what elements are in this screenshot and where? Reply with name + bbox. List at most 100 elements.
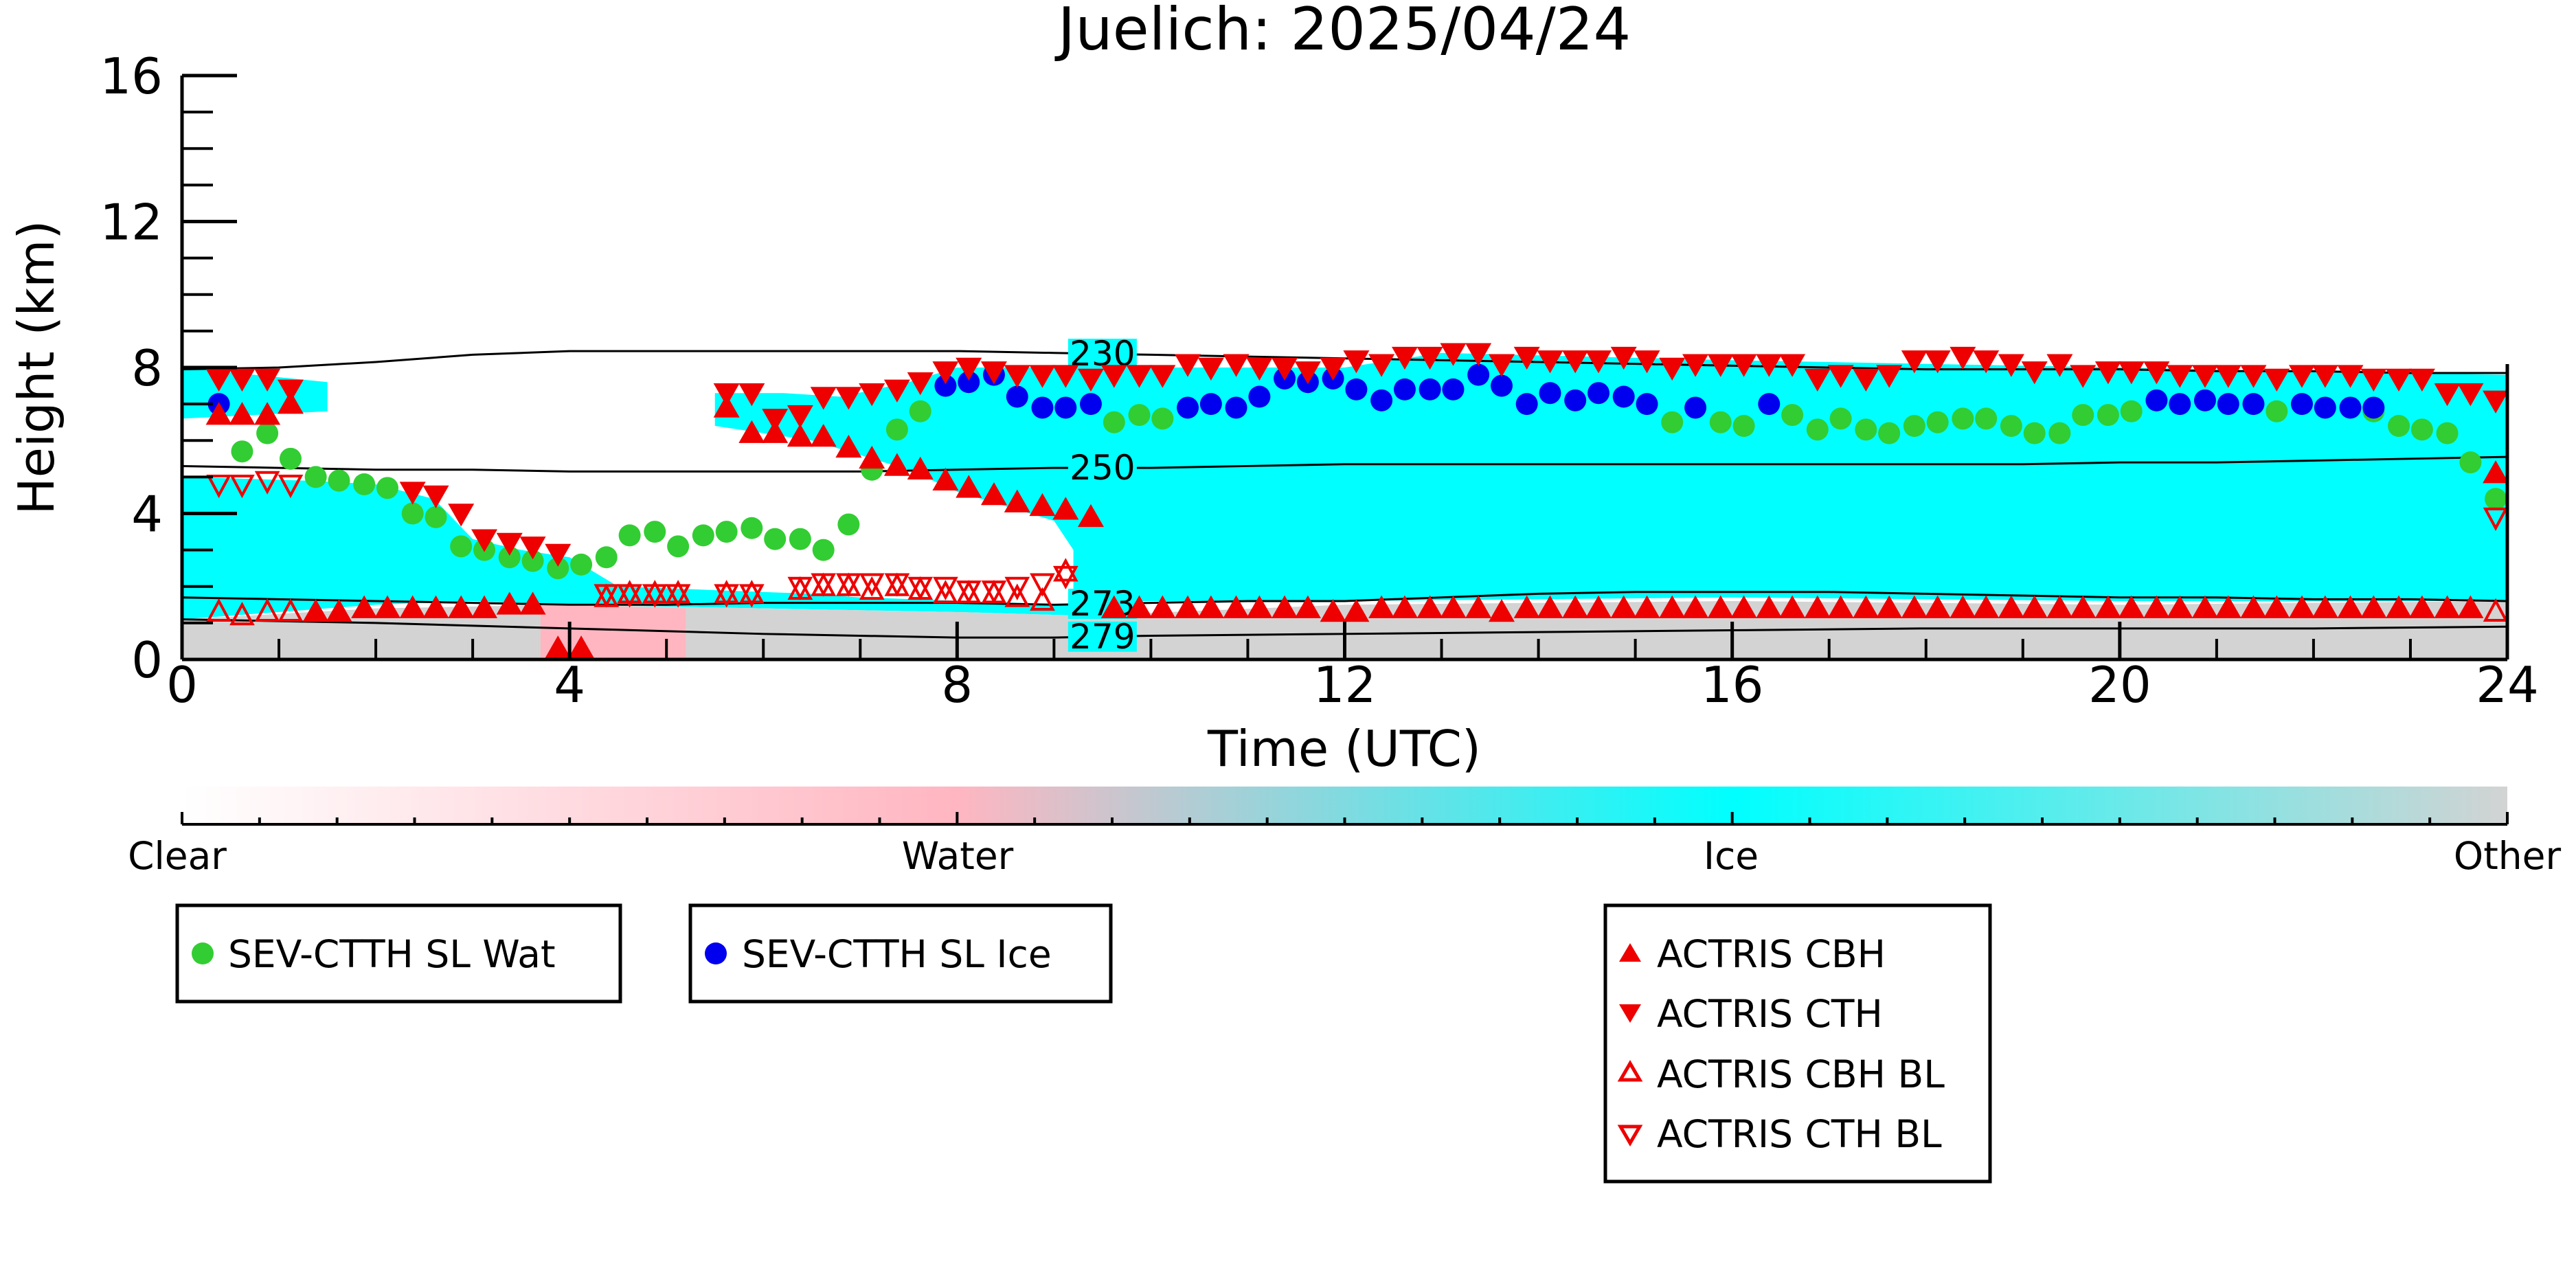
data-point bbox=[2046, 595, 2073, 618]
colorbar-label-ice: Ice bbox=[1704, 834, 1759, 878]
data-point bbox=[1100, 595, 1127, 618]
data-point bbox=[884, 573, 910, 597]
data-point bbox=[256, 422, 279, 444]
data-point bbox=[1682, 354, 1709, 377]
data-point bbox=[1562, 350, 1589, 374]
data-point bbox=[1515, 393, 1538, 416]
data-point bbox=[2118, 361, 2145, 385]
data-point bbox=[812, 539, 835, 561]
data-point bbox=[789, 528, 811, 550]
data-point bbox=[1876, 365, 1903, 388]
data-point bbox=[715, 521, 738, 543]
data-point bbox=[2167, 365, 2193, 388]
data-point bbox=[1634, 595, 1660, 618]
data-point bbox=[1440, 595, 1467, 618]
data-point bbox=[644, 521, 666, 543]
data-point bbox=[1368, 595, 1395, 618]
legend-sev-ice: SEV-CTTH SL Ice bbox=[688, 903, 1113, 1004]
legend-label-actris-cth-bl: ACTRIS CTH BL bbox=[1657, 1112, 1942, 1156]
data-point bbox=[1659, 595, 1686, 618]
legend-sev-wat: SEV-CTTH SL Wat bbox=[175, 903, 622, 1004]
data-point bbox=[1004, 576, 1030, 600]
data-point bbox=[1756, 354, 1783, 377]
data-point bbox=[1903, 415, 1925, 437]
data-point bbox=[353, 473, 376, 495]
data-point bbox=[254, 402, 281, 425]
data-point bbox=[1876, 595, 1903, 618]
data-point bbox=[1488, 598, 1515, 622]
data-point bbox=[399, 595, 426, 618]
legend-marker-actris-cth-bl bbox=[1617, 1125, 1643, 1146]
data-point bbox=[1052, 565, 1078, 590]
data-point bbox=[2072, 404, 2094, 427]
data-point bbox=[859, 445, 885, 469]
data-point bbox=[1440, 343, 1467, 366]
data-point bbox=[2337, 365, 2364, 388]
data-point bbox=[2048, 422, 2071, 444]
data-point bbox=[2193, 389, 2216, 411]
data-point bbox=[2143, 361, 2170, 385]
y-tick-label: 16 bbox=[100, 47, 163, 105]
data-point bbox=[1052, 558, 1078, 582]
data-point bbox=[741, 517, 763, 539]
data-point bbox=[2410, 418, 2433, 441]
data-point bbox=[2386, 595, 2413, 618]
data-point bbox=[738, 420, 765, 443]
legend-actris: ACTRIS CBH ACTRIS CTH ACTRIS CBH BL ACTR… bbox=[1603, 903, 1992, 1184]
x-tick-label: 4 bbox=[554, 656, 585, 714]
data-point bbox=[836, 573, 861, 597]
data-point bbox=[304, 466, 327, 488]
y-axis-label: Height (km) bbox=[8, 221, 65, 515]
data-point bbox=[1779, 595, 1806, 618]
data-point bbox=[934, 374, 957, 397]
data-point bbox=[1539, 382, 1561, 405]
legend-box bbox=[175, 903, 622, 1004]
data-point bbox=[1272, 357, 1298, 381]
data-point bbox=[1950, 595, 1976, 618]
data-point bbox=[2362, 396, 2385, 419]
field-region-ice-1 bbox=[182, 352, 2507, 620]
data-point bbox=[1975, 407, 1998, 430]
data-point bbox=[1177, 396, 1199, 419]
data-point bbox=[229, 602, 255, 626]
data-point bbox=[2217, 393, 2239, 416]
data-point bbox=[933, 576, 958, 600]
data-point bbox=[1730, 354, 1757, 377]
data-point bbox=[1004, 365, 1030, 388]
data-point bbox=[907, 372, 934, 396]
data-point bbox=[932, 467, 959, 490]
data-point bbox=[2118, 595, 2145, 618]
data-point bbox=[231, 440, 253, 463]
data-point bbox=[1197, 357, 1224, 381]
legend-marker-actris-cbh-bl bbox=[1617, 1060, 1643, 1082]
data-point bbox=[2314, 396, 2336, 419]
data-point bbox=[1612, 385, 1635, 408]
data-point bbox=[762, 409, 789, 432]
data-point bbox=[1391, 346, 1418, 370]
data-point bbox=[859, 576, 885, 600]
data-point bbox=[425, 506, 447, 528]
data-point bbox=[1585, 595, 1612, 618]
data-point bbox=[498, 546, 521, 569]
data-point bbox=[1781, 404, 1804, 427]
isotherm-label-bg-230 bbox=[1067, 339, 1137, 370]
isotherm-273 bbox=[182, 591, 2507, 606]
data-point bbox=[399, 482, 426, 505]
data-point bbox=[254, 598, 280, 622]
data-point bbox=[521, 550, 544, 572]
data-point bbox=[980, 361, 1007, 385]
data-point bbox=[206, 475, 231, 499]
data-point bbox=[205, 402, 232, 425]
data-point bbox=[787, 423, 813, 447]
data-point bbox=[545, 635, 572, 659]
data-point bbox=[519, 536, 546, 560]
data-point bbox=[254, 471, 280, 495]
data-point bbox=[1197, 595, 1224, 618]
legend-box bbox=[1603, 903, 1992, 1184]
isotherm-label-250: 250 bbox=[1070, 448, 1135, 488]
data-point bbox=[1855, 418, 1877, 441]
data-point bbox=[496, 591, 523, 615]
isotherm-250 bbox=[182, 455, 2507, 473]
data-point bbox=[2288, 595, 2315, 618]
data-point bbox=[2434, 383, 2461, 407]
